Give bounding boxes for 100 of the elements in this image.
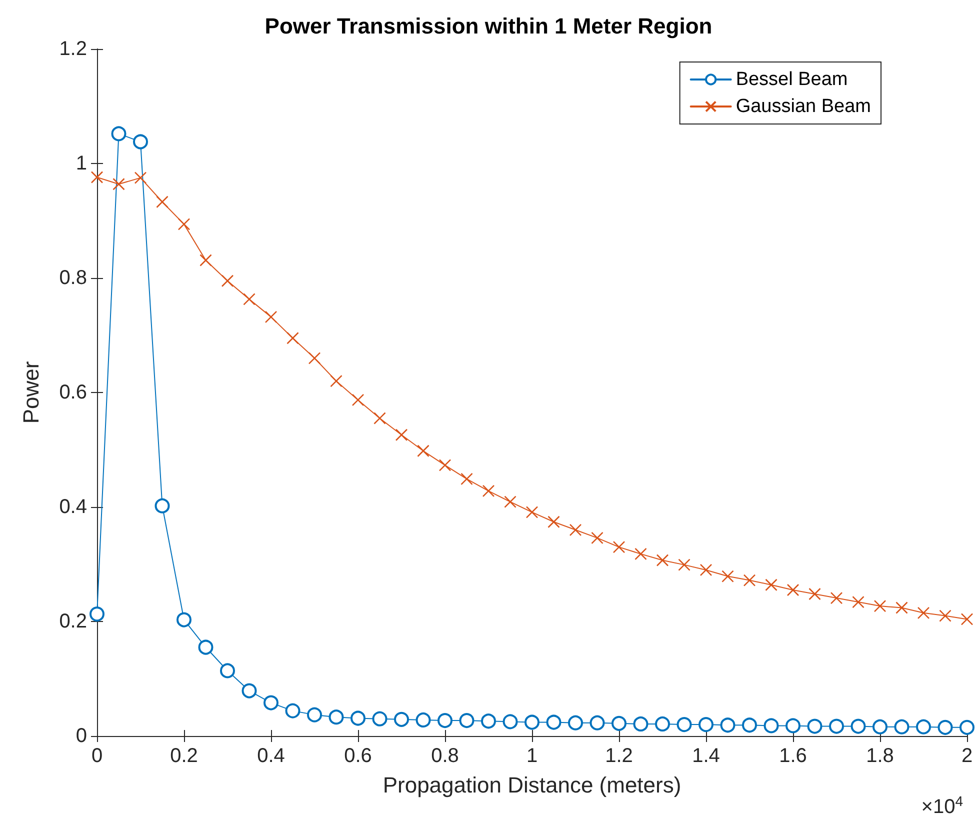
point [698, 717, 714, 732]
point [154, 498, 170, 514]
x-tick-label: 1.8 [866, 745, 894, 767]
point [633, 716, 648, 732]
point [874, 600, 886, 612]
point [568, 715, 583, 730]
point [829, 718, 844, 734]
point [872, 719, 888, 734]
point [90, 171, 104, 184]
point [524, 714, 540, 730]
x-tick-label: 0.2 [170, 745, 198, 767]
point [221, 274, 234, 288]
point [852, 596, 864, 608]
point [634, 548, 647, 560]
point [960, 720, 974, 735]
point [786, 718, 800, 734]
x-tick-label: 0.6 [344, 745, 372, 767]
x-tick-label: 0 [91, 745, 103, 767]
point [286, 332, 299, 344]
point [134, 172, 147, 184]
point [656, 554, 669, 566]
y-tick-label: 0.6 [59, 382, 87, 404]
point [264, 695, 278, 710]
point [459, 713, 474, 728]
x-tick-label: 0.8 [431, 745, 459, 767]
y-tick-label: 0.4 [59, 496, 87, 518]
point [112, 178, 125, 190]
point [374, 412, 386, 424]
point [678, 558, 690, 571]
point [111, 126, 126, 142]
point [460, 472, 473, 486]
point [133, 134, 148, 150]
legend-label: Bessel Beam [736, 69, 848, 90]
point [764, 718, 779, 734]
x-tick-label: 0.4 [257, 745, 285, 767]
point [548, 516, 560, 528]
point [417, 444, 430, 458]
legend-label: Gaussian Beam [736, 96, 872, 117]
point [90, 606, 104, 622]
point [700, 564, 712, 576]
point [264, 310, 278, 324]
x-tick-label: 1.4 [692, 745, 720, 767]
point [178, 218, 190, 230]
point [807, 718, 822, 734]
point [285, 703, 300, 718]
point [612, 540, 626, 554]
point [569, 524, 582, 536]
point [742, 718, 757, 733]
point [830, 592, 843, 604]
point [591, 532, 604, 544]
point [438, 459, 452, 472]
point [720, 718, 736, 733]
point [308, 352, 321, 364]
point [330, 374, 342, 388]
point [504, 496, 516, 508]
y-axis-title: Power [18, 361, 44, 424]
point [612, 716, 626, 731]
point [765, 578, 778, 592]
point [590, 715, 605, 730]
point [916, 719, 931, 734]
point [938, 720, 953, 735]
x-tick-label: 1 [526, 745, 538, 767]
point [786, 584, 800, 596]
point [722, 570, 734, 582]
point [200, 254, 212, 266]
chart-title: Power Transmission within 1 Meter Region [264, 14, 712, 38]
point [676, 717, 692, 732]
point [655, 716, 670, 732]
point [198, 640, 214, 655]
point [808, 588, 821, 600]
point [743, 574, 756, 586]
point [482, 484, 495, 498]
y-tick-label: 0 [76, 725, 87, 747]
point [176, 612, 192, 628]
point [546, 714, 562, 730]
point [220, 663, 235, 678]
y-tick-label: 0.8 [59, 267, 87, 289]
x-tick-label: 2 [961, 745, 973, 767]
point [156, 196, 168, 208]
point [960, 613, 974, 626]
point [243, 293, 256, 306]
point [395, 428, 408, 442]
point [372, 711, 388, 726]
point [502, 714, 518, 730]
point [896, 602, 908, 614]
point [352, 394, 364, 406]
point [850, 718, 866, 734]
point [416, 712, 431, 728]
point [939, 610, 952, 622]
x-tick-label: 1.2 [605, 745, 633, 767]
point [394, 712, 409, 727]
x-axis-title: Propagation Distance (meters) [382, 772, 682, 798]
y-tick-label: 0.2 [59, 610, 87, 632]
x-tick-label: 1.6 [779, 745, 807, 767]
point [526, 506, 538, 518]
point [328, 710, 344, 725]
point [350, 710, 366, 726]
point [894, 719, 910, 734]
point [438, 713, 452, 728]
point [917, 606, 930, 620]
